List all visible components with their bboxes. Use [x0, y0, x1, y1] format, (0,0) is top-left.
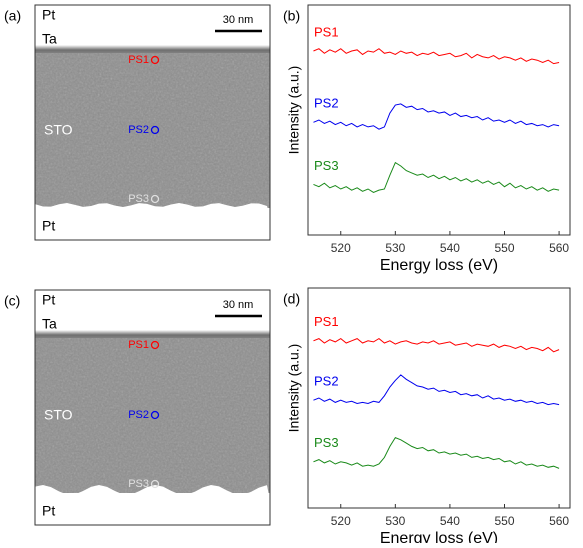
- spectrum-line: [313, 436, 560, 469]
- panel-label: (a): [4, 8, 21, 24]
- plot-frame: [307, 4, 571, 236]
- series-label: PS1: [314, 314, 339, 329]
- panel-label: (d): [283, 291, 300, 307]
- series-label: PS3: [314, 158, 339, 173]
- layer-label: Pt: [42, 7, 55, 23]
- scale-label: 30 nm: [223, 299, 254, 311]
- x-tick-label: 550: [494, 241, 514, 255]
- x-tick-label: 540: [440, 241, 460, 255]
- point-label: PS2: [128, 124, 149, 136]
- x-axis-title: Energy loss (eV): [380, 530, 498, 543]
- sto-grain: [35, 53, 270, 208]
- x-tick-label: 560: [549, 241, 569, 255]
- image-frame: [34, 4, 271, 241]
- layer-label: STO: [44, 122, 73, 138]
- layer-label: Pt: [42, 218, 55, 234]
- x-tick-label: 560: [549, 514, 569, 528]
- series-label: PS2: [314, 96, 339, 111]
- point-marker: [150, 340, 160, 350]
- x-tick-label: 520: [331, 241, 351, 255]
- point-label: PS1: [128, 339, 149, 351]
- series-label: PS2: [314, 374, 339, 389]
- ta-layer: [35, 330, 270, 340]
- spectrum-line: [313, 48, 560, 65]
- point-label: PS3: [128, 478, 149, 490]
- panel-label: (c): [4, 293, 20, 309]
- x-axis-title: Energy loss (eV): [380, 257, 498, 274]
- point-marker: [150, 410, 160, 420]
- layer-label: Ta: [42, 31, 57, 47]
- interface: [35, 485, 270, 501]
- layer-label: STO: [44, 407, 73, 423]
- spectrum-line: [313, 103, 560, 130]
- series-label: PS1: [314, 24, 339, 39]
- sto-grain: [35, 338, 270, 493]
- point-label: PS3: [128, 193, 149, 205]
- x-tick-label: 540: [440, 514, 460, 528]
- ta-layer: [35, 45, 270, 55]
- point-marker: [150, 194, 160, 204]
- x-tick-label: 530: [385, 514, 405, 528]
- spectrum-line: [313, 161, 560, 194]
- point-marker: [150, 55, 160, 65]
- panel-label: (b): [283, 8, 300, 24]
- spectrum-line: [313, 337, 560, 353]
- point-marker: [150, 125, 160, 135]
- point-label: PS1: [128, 54, 149, 66]
- scale-label: 30 nm: [223, 14, 254, 26]
- x-tick-label: 530: [385, 241, 405, 255]
- point-marker: [150, 479, 160, 489]
- y-axis-title: Intensity (a.u.): [286, 344, 302, 433]
- layer-label: Ta: [42, 316, 57, 332]
- interface: [35, 203, 270, 216]
- x-tick-label: 520: [331, 514, 351, 528]
- image-frame: [34, 289, 271, 526]
- x-tick-label: 550: [494, 514, 514, 528]
- spectrum-line: [313, 374, 560, 406]
- layer-label: Pt: [42, 292, 55, 308]
- y-axis-title: Intensity (a.u.): [286, 66, 302, 155]
- series-label: PS3: [314, 435, 339, 450]
- layer-label: Pt: [42, 503, 55, 519]
- point-label: PS2: [128, 409, 149, 421]
- plot-frame: [307, 287, 571, 509]
